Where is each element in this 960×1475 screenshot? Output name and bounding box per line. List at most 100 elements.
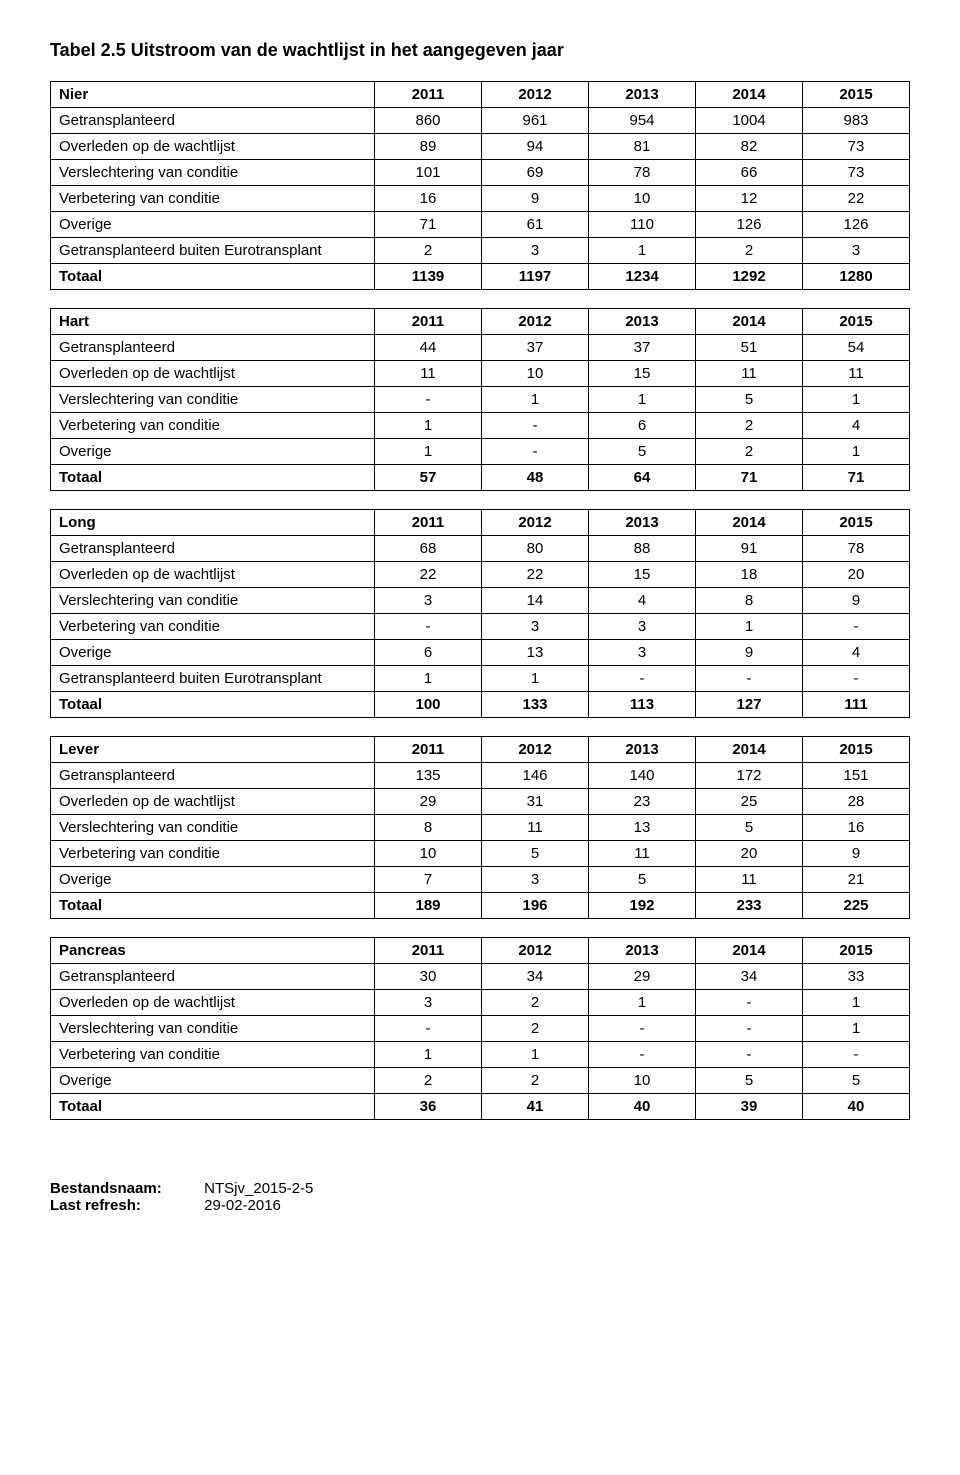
cell-value: 151 (803, 763, 910, 789)
cell-value: 51 (696, 335, 803, 361)
year-header: 2011 (375, 82, 482, 108)
cell-value: 3 (375, 588, 482, 614)
year-header: 2011 (375, 309, 482, 335)
year-header: 2015 (803, 82, 910, 108)
cell-value: 9 (803, 588, 910, 614)
cell-value: 1 (589, 990, 696, 1016)
cell-value: 2 (375, 238, 482, 264)
total-row: Totaal3641403940 (51, 1094, 910, 1120)
cell-value: 983 (803, 108, 910, 134)
cell-value: 1 (803, 439, 910, 465)
cell-value: 31 (482, 789, 589, 815)
cell-value: 81 (589, 134, 696, 160)
cell-value: 37 (482, 335, 589, 361)
total-value: 196 (482, 893, 589, 919)
cell-value: 3 (375, 990, 482, 1016)
cell-value: 25 (696, 789, 803, 815)
cell-value: 23 (589, 789, 696, 815)
cell-value: 9 (696, 640, 803, 666)
cell-value: 1 (375, 413, 482, 439)
total-value: 36 (375, 1094, 482, 1120)
table-row: Overige7351121 (51, 867, 910, 893)
cell-value: 3 (803, 238, 910, 264)
row-label: Verbetering van conditie (51, 186, 375, 212)
total-value: 113 (589, 692, 696, 718)
table-row: Getransplanteerd8609619541004983 (51, 108, 910, 134)
table-row: Overleden op de wachtlijst2931232528 (51, 789, 910, 815)
cell-value: 22 (375, 562, 482, 588)
row-label: Overige (51, 640, 375, 666)
footer: Bestandsnaam: NTSjv_2015-2-5 Last refres… (50, 1180, 910, 1214)
cell-value: 9 (482, 186, 589, 212)
row-label: Getransplanteerd (51, 536, 375, 562)
cell-value: 3 (589, 614, 696, 640)
row-label: Verbetering van conditie (51, 1042, 375, 1068)
cell-value: 146 (482, 763, 589, 789)
cell-value: 11 (589, 841, 696, 867)
cell-value: 1 (803, 1016, 910, 1042)
total-value: 189 (375, 893, 482, 919)
total-value: 48 (482, 465, 589, 491)
total-value: 40 (803, 1094, 910, 1120)
row-label: Getransplanteerd buiten Eurotransplant (51, 666, 375, 692)
cell-value: 2 (375, 1068, 482, 1094)
cell-value: 2 (696, 238, 803, 264)
cell-value: 73 (803, 160, 910, 186)
cell-value: 2 (482, 1068, 589, 1094)
table-row: Verslechtering van conditie81113516 (51, 815, 910, 841)
total-value: 41 (482, 1094, 589, 1120)
year-header: 2011 (375, 938, 482, 964)
year-header: 2012 (482, 309, 589, 335)
table-heading: Pancreas (51, 938, 375, 964)
cell-value: 11 (482, 815, 589, 841)
footer-refresh-value: 29-02-2016 (204, 1197, 281, 1214)
cell-value: 140 (589, 763, 696, 789)
cell-value: 1 (589, 238, 696, 264)
cell-value: 34 (696, 964, 803, 990)
cell-value: 89 (375, 134, 482, 160)
cell-value: 71 (375, 212, 482, 238)
total-value: 100 (375, 692, 482, 718)
table-row: Overige7161110126126 (51, 212, 910, 238)
cell-value: 44 (375, 335, 482, 361)
total-label: Totaal (51, 692, 375, 718)
cell-value: - (375, 614, 482, 640)
cell-value: 9 (803, 841, 910, 867)
table-row: Verbetering van conditie169101222 (51, 186, 910, 212)
cell-value: 5 (482, 841, 589, 867)
cell-value: 34 (482, 964, 589, 990)
cell-value: 1 (375, 1042, 482, 1068)
cell-value: 10 (482, 361, 589, 387)
table-heading: Long (51, 510, 375, 536)
cell-value: 1 (482, 1042, 589, 1068)
row-label: Verbetering van conditie (51, 841, 375, 867)
cell-value: 22 (482, 562, 589, 588)
year-header: 2011 (375, 510, 482, 536)
row-label: Verbetering van conditie (51, 413, 375, 439)
total-value: 225 (803, 893, 910, 919)
cell-value: - (375, 387, 482, 413)
cell-value: - (696, 666, 803, 692)
total-row: Totaal11391197123412921280 (51, 264, 910, 290)
table-row: Getransplanteerd buiten Eurotransplant23… (51, 238, 910, 264)
table-row: Verbetering van conditie1-624 (51, 413, 910, 439)
cell-value: 961 (482, 108, 589, 134)
cell-value: 1004 (696, 108, 803, 134)
cell-value: 5 (589, 439, 696, 465)
cell-value: 2 (482, 990, 589, 1016)
table-heading: Nier (51, 82, 375, 108)
cell-value: 4 (803, 413, 910, 439)
data-table: Lever20112012201320142015Getransplanteer… (50, 736, 910, 919)
row-label: Verslechtering van conditie (51, 160, 375, 186)
row-label: Getransplanteerd buiten Eurotransplant (51, 238, 375, 264)
year-header: 2013 (589, 737, 696, 763)
table-row: Verbetering van conditie10511209 (51, 841, 910, 867)
year-header: 2015 (803, 309, 910, 335)
cell-value: 80 (482, 536, 589, 562)
data-table: Long20112012201320142015Getransplanteerd… (50, 509, 910, 718)
total-label: Totaal (51, 893, 375, 919)
year-header: 2013 (589, 82, 696, 108)
tables-container: Nier20112012201320142015Getransplanteerd… (50, 81, 910, 1120)
year-header: 2014 (696, 510, 803, 536)
row-label: Verslechtering van conditie (51, 387, 375, 413)
